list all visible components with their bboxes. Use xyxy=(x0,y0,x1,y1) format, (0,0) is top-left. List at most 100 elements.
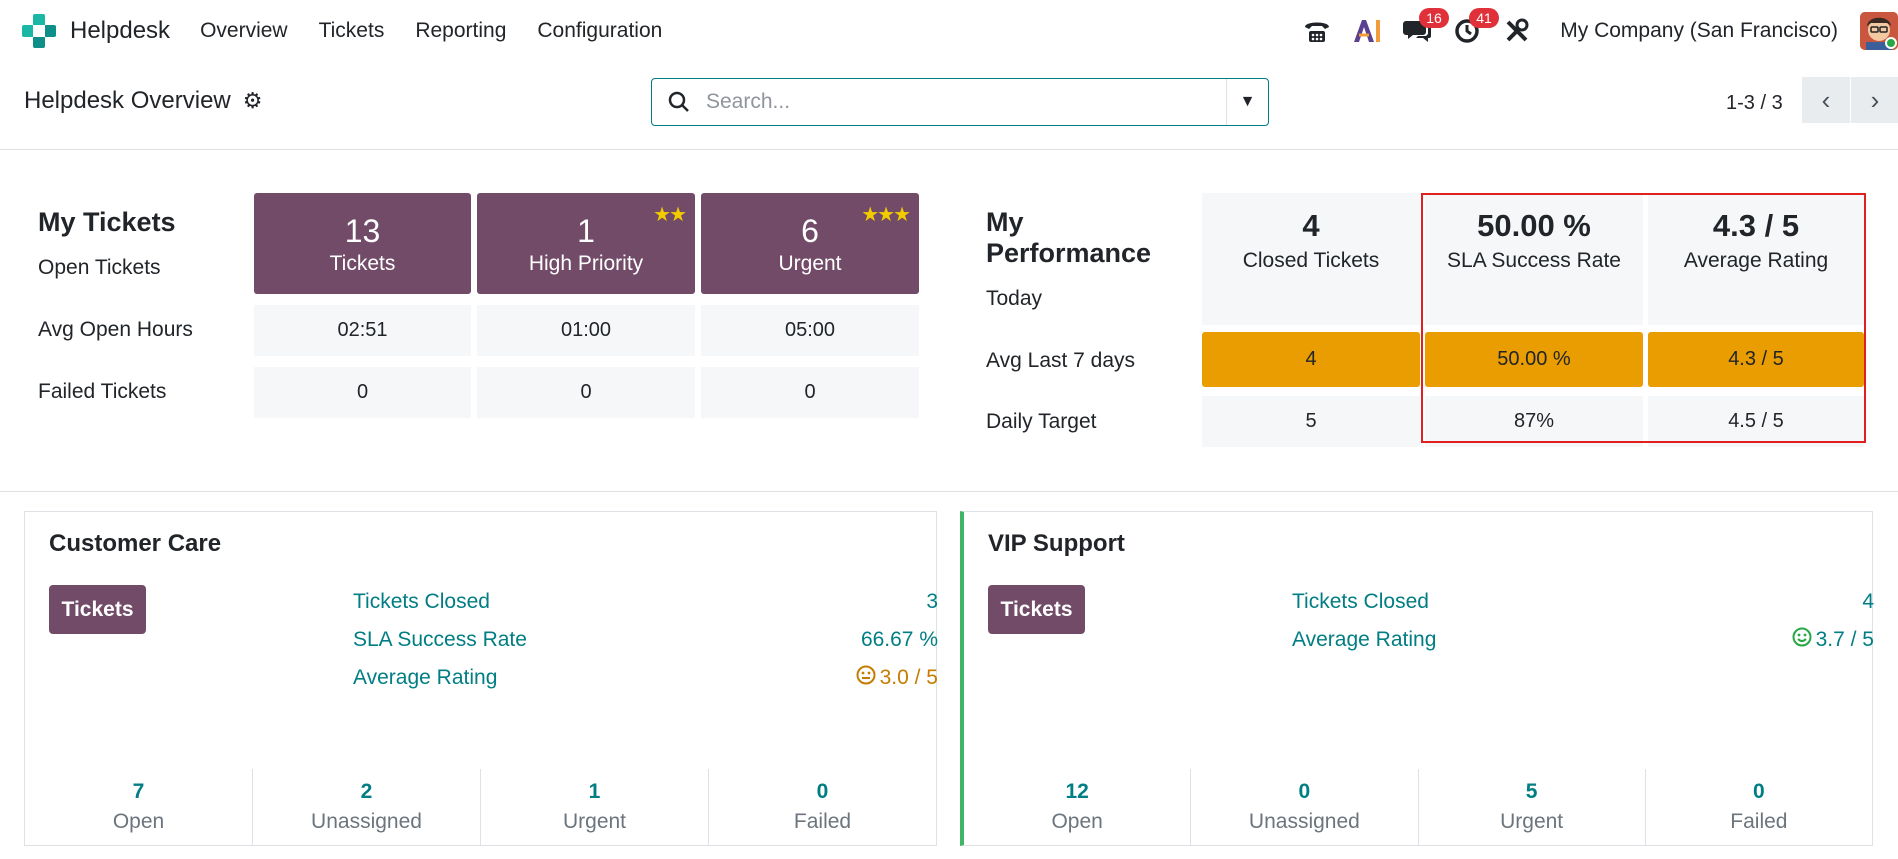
team-counters: 12 Open 0 Unassigned 5 Urgent 0 Failed xyxy=(964,769,1872,845)
stat-value: 4 xyxy=(1862,590,1874,614)
stat-value-text: 4 xyxy=(1862,590,1874,613)
row-label-today: Today xyxy=(986,287,1043,310)
my-tickets-card[interactable]: 13 Tickets xyxy=(254,193,471,294)
counter-label: Failed xyxy=(1730,810,1788,833)
my-tickets-count: 13 xyxy=(344,212,381,249)
counter-num: 0 xyxy=(816,780,829,803)
counter-unassigned[interactable]: 2 Unassigned xyxy=(252,769,480,845)
counter-label: Failed xyxy=(793,810,852,833)
team-tickets-button[interactable]: Tickets xyxy=(988,585,1085,634)
urgent-label: Urgent xyxy=(778,251,842,275)
company-switcher[interactable]: My Company (San Francisco) xyxy=(1560,19,1838,42)
counter-label: Open xyxy=(112,810,165,833)
stat-value: 3.7 / 5 xyxy=(1792,627,1874,653)
urgent-count: 6 xyxy=(801,212,819,249)
counter-num: 1 xyxy=(588,780,601,803)
messages-icon[interactable]: 16 xyxy=(1402,8,1449,46)
caret-down-icon: ▼ xyxy=(1239,93,1256,110)
brand[interactable]: Helpdesk xyxy=(22,14,170,48)
search-input[interactable] xyxy=(706,82,1226,122)
counter-label: Unassigned xyxy=(1248,810,1360,833)
average-rating-target: 4.5 / 5 xyxy=(1648,396,1864,447)
stat-value-text: 66.67 % xyxy=(860,628,938,651)
my-performance-title: My Performance xyxy=(986,207,1151,269)
counter-urgent[interactable]: 5 Urgent xyxy=(1417,769,1645,845)
closed-tickets-today-value: 4 xyxy=(1302,208,1320,243)
counter-urgent[interactable]: 1 Urgent xyxy=(480,769,708,845)
stat-sla-success-rate[interactable]: SLA Success Rate 66.67 % xyxy=(353,625,938,655)
counter-label: Unassigned xyxy=(311,810,422,833)
pager-buttons: ‹ › xyxy=(1802,77,1898,123)
menu-reporting[interactable]: Reporting xyxy=(415,19,507,42)
phone-icon[interactable] xyxy=(1302,16,1332,46)
counter-num: 2 xyxy=(360,780,373,803)
counter-num: 0 xyxy=(1298,780,1311,803)
counter-num: 7 xyxy=(132,780,145,803)
activities-icon[interactable]: 41 xyxy=(1452,8,1499,46)
page-title: Helpdesk Overview ⚙ xyxy=(24,87,262,115)
search-bar: ▼ xyxy=(651,78,1269,126)
stat-tickets-closed[interactable]: Tickets Closed 3 xyxy=(353,587,938,617)
stat-value-text: 3.7 / 5 xyxy=(1815,628,1874,651)
high-priority-card[interactable]: ★★ 1 High Priority xyxy=(477,193,695,294)
stat-label: Average Rating xyxy=(353,666,498,689)
stat-label: Average Rating xyxy=(1292,628,1437,651)
average-rating-avg7: 4.3 / 5 xyxy=(1648,332,1864,387)
search-options-toggle[interactable]: ▼ xyxy=(1226,79,1268,125)
average-rating-today: 4.3 / 5 Average Rating xyxy=(1648,193,1864,325)
user-avatar[interactable] xyxy=(1860,12,1898,50)
counter-label: Urgent xyxy=(1500,810,1564,833)
row-label-open-tickets: Open Tickets xyxy=(38,256,161,279)
my-performance-title-line1: My xyxy=(986,207,1024,237)
menu-tickets[interactable]: Tickets xyxy=(318,19,385,42)
team-tickets-button[interactable]: Tickets xyxy=(49,585,146,634)
team-name[interactable]: VIP Support xyxy=(988,530,1125,557)
highlight-box xyxy=(1421,193,1866,443)
closed-tickets-today: 4 Closed Tickets xyxy=(1202,193,1420,325)
gear-icon[interactable]: ⚙ xyxy=(242,88,263,113)
failed-urgent[interactable]: 0 xyxy=(701,367,919,418)
row-label-avg-open-hours: Avg Open Hours xyxy=(38,318,193,341)
high-priority-count: 1 xyxy=(577,212,595,249)
online-status-icon xyxy=(1885,37,1897,49)
stat-value-text: 3 xyxy=(926,590,938,613)
neutral-face-icon xyxy=(856,665,876,691)
counter-unassigned[interactable]: 0 Unassigned xyxy=(1190,769,1417,845)
three-stars-icon: ★★★ xyxy=(861,204,911,226)
sla-success-target: 87% xyxy=(1425,396,1643,447)
dashboard xyxy=(0,150,1898,492)
counter-failed[interactable]: 0 Failed xyxy=(1644,769,1872,845)
my-tickets-title: My Tickets xyxy=(38,207,176,237)
counter-failed[interactable]: 0 Failed xyxy=(708,769,936,845)
team-card-customer-care: Customer Care Tickets Tickets Closed 3 S… xyxy=(24,511,938,846)
search-icon xyxy=(652,91,706,113)
stat-average-rating[interactable]: Average Rating 3.0 / 5 xyxy=(353,663,938,693)
tools-icon[interactable] xyxy=(1502,16,1532,46)
failed-tickets[interactable]: 0 xyxy=(254,367,471,418)
stat-value-text: 3.0 / 5 xyxy=(879,666,938,689)
stat-value: 66.67 % xyxy=(861,628,938,652)
pager-previous-button[interactable]: ‹ xyxy=(1802,77,1850,123)
stat-value: 3.0 / 5 xyxy=(856,665,938,691)
failed-high-priority[interactable]: 0 xyxy=(477,367,695,418)
happy-face-icon xyxy=(1792,627,1812,653)
pager-value[interactable]: 1-3 / 3 xyxy=(1726,92,1783,114)
row-label-avg-last-7-days: Avg Last 7 days xyxy=(986,349,1136,372)
team-name[interactable]: Customer Care xyxy=(49,530,222,557)
stat-label: Tickets Closed xyxy=(1292,590,1429,613)
pager-next-button[interactable]: › xyxy=(1851,77,1898,123)
menu-overview[interactable]: Overview xyxy=(200,19,288,42)
sla-success-today: 50.00 % SLA Success Rate xyxy=(1425,193,1643,325)
stat-value: 3 xyxy=(926,590,938,614)
menu-configuration[interactable]: Configuration xyxy=(537,19,663,42)
counter-label: Urgent xyxy=(562,810,627,833)
activities-badge: 41 xyxy=(1469,8,1499,28)
ai-icon[interactable] xyxy=(1352,16,1382,46)
counter-open[interactable]: 7 Open xyxy=(25,769,252,845)
stat-tickets-closed[interactable]: Tickets Closed 4 xyxy=(1292,587,1874,617)
main-menu: Overview Tickets Reporting Configuration xyxy=(200,19,693,43)
average-rating-label: Average Rating xyxy=(1683,249,1829,272)
stat-average-rating[interactable]: Average Rating 3.7 / 5 xyxy=(1292,625,1874,655)
counter-open[interactable]: 12 Open xyxy=(964,769,1190,845)
urgent-card[interactable]: ★★★ 6 Urgent xyxy=(701,193,919,294)
